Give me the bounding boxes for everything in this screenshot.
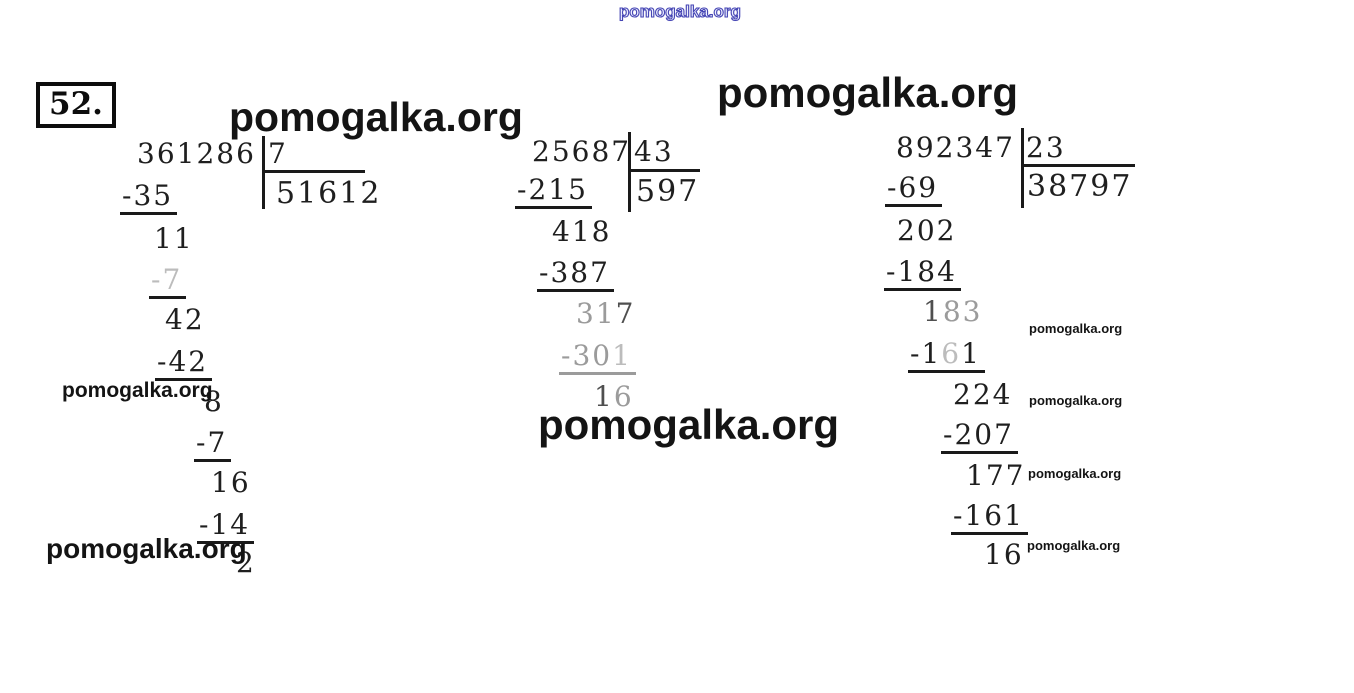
step-row: 8 xyxy=(204,388,224,416)
step-row: -161 xyxy=(951,502,1028,535)
dividend: 361286 xyxy=(137,137,256,170)
step-row: 224 xyxy=(953,381,1012,409)
step-row: 317 xyxy=(576,300,635,328)
watermark-small: pomogalka.org xyxy=(62,379,213,402)
step-segment: -35 xyxy=(122,179,174,212)
quotient: 51612 xyxy=(276,176,382,211)
step-row: 418 xyxy=(552,218,611,246)
step-row: 16 xyxy=(594,383,634,411)
step-row: 42 xyxy=(165,306,205,334)
watermark-large: pomogalka.org xyxy=(717,69,1019,116)
step-row: 16 xyxy=(211,469,251,497)
step-segment: 11 xyxy=(154,222,194,255)
step-row: -301 xyxy=(559,342,636,375)
step-segment: 42 xyxy=(165,303,205,336)
step-segment: 202 xyxy=(897,214,957,247)
divisor: 23 xyxy=(1026,131,1066,164)
step-segment: 224 xyxy=(953,378,1013,411)
step-row: 202 xyxy=(897,217,956,245)
quotient: 597 xyxy=(636,174,700,209)
watermark-small: pomogalka.org xyxy=(1028,466,1122,481)
step-segment: 16 xyxy=(984,538,1024,571)
quotient: 38797 xyxy=(1027,169,1133,204)
step-segment: -69 xyxy=(887,171,939,204)
division-vertical-bar xyxy=(628,132,631,212)
step-row: -7 xyxy=(194,426,232,462)
step-segment: 1 xyxy=(923,295,943,328)
step-row: -14 xyxy=(197,508,255,544)
step-segment: -387 xyxy=(539,256,610,289)
step-segment: 2 xyxy=(236,546,256,579)
step-segment: -30 xyxy=(561,339,613,372)
step-row: 183 xyxy=(923,298,982,326)
division-horizontal-line xyxy=(1021,164,1135,167)
division-horizontal-line xyxy=(262,170,365,173)
step-row: 177 xyxy=(966,462,1025,490)
step-segment: -184 xyxy=(886,255,957,288)
division-vertical-bar xyxy=(1021,128,1024,208)
step-segment: -7 xyxy=(151,263,183,296)
watermark-large: pomogalka.org xyxy=(229,94,523,140)
watermark-top-outline: pomogalka.org xyxy=(618,2,741,21)
watermark-small: pomogalka.org xyxy=(46,533,247,564)
step-segment: 6 xyxy=(941,337,962,370)
dividend: 25687 xyxy=(532,135,632,168)
divisor: 7 xyxy=(268,137,288,170)
watermark-small: pomogalka.org xyxy=(1029,393,1123,408)
step-segment: -42 xyxy=(157,345,209,378)
step-segment: 7 xyxy=(615,297,636,330)
step-segment: -161 xyxy=(953,499,1024,532)
step-row: -387 xyxy=(537,259,614,292)
watermark-small: pomogalka.org xyxy=(1027,538,1121,553)
step-segment: -7 xyxy=(196,426,228,459)
step-segment: 1 xyxy=(594,380,614,413)
step-row: 16 xyxy=(984,541,1024,569)
step-segment: 418 xyxy=(552,215,612,248)
step-row: -69 xyxy=(885,171,943,207)
problem-number-box: 52. xyxy=(36,82,116,129)
step-segment: 1 xyxy=(612,339,632,372)
step-segment: -14 xyxy=(199,508,251,541)
divisor: 43 xyxy=(634,135,674,168)
step-segment: 16 xyxy=(211,466,251,499)
division-horizontal-line xyxy=(628,169,700,172)
step-segment: 1 xyxy=(961,337,981,370)
step-segment: 83 xyxy=(942,295,983,328)
step-segment: 31 xyxy=(576,297,616,330)
step-row: 11 xyxy=(154,225,194,253)
step-segment: -215 xyxy=(517,173,588,206)
watermark-large: pomogalka.org xyxy=(538,401,840,448)
step-row: -184 xyxy=(884,258,961,291)
step-segment: 6 xyxy=(613,380,634,413)
dividend: 892347 xyxy=(896,131,1015,164)
step-segment: 177 xyxy=(966,459,1026,492)
step-segment: 8 xyxy=(204,385,224,418)
step-row: -7 xyxy=(149,263,187,299)
step-segment: -207 xyxy=(943,418,1014,451)
step-segment: -1 xyxy=(910,337,942,370)
watermark-small: pomogalka.org xyxy=(1029,321,1123,336)
step-row: 2 xyxy=(236,549,256,577)
step-row: -215 xyxy=(515,176,592,209)
step-row: -207 xyxy=(941,421,1018,454)
problem-number: 52. xyxy=(49,86,103,122)
step-row: -161 xyxy=(908,340,985,373)
step-row: -35 xyxy=(120,179,178,215)
step-row: -42 xyxy=(155,345,213,381)
